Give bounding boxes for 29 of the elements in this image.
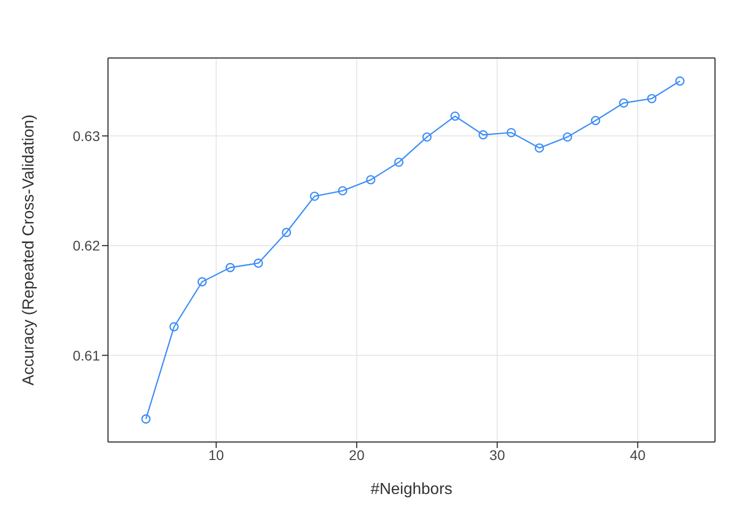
point	[422, 132, 432, 142]
point	[619, 98, 628, 108]
point	[282, 228, 292, 238]
x-tick-label: 40	[630, 446, 646, 463]
point	[478, 130, 488, 140]
x-tick-label: 20	[348, 446, 365, 463]
point	[226, 262, 235, 272]
y-tick-label: 0.62	[72, 238, 100, 254]
y-tick-label: 0.61	[72, 347, 100, 364]
point	[394, 158, 404, 167]
point	[647, 94, 656, 104]
x-tick-label: 30	[489, 446, 506, 463]
point	[338, 186, 348, 196]
point	[197, 277, 207, 286]
point	[534, 143, 544, 153]
x-tick-label: 10	[208, 446, 224, 463]
point	[366, 175, 376, 184]
point	[141, 414, 151, 424]
point	[310, 192, 320, 201]
point	[254, 258, 263, 268]
point	[675, 76, 685, 86]
x-axis-title: #Neighbors	[370, 481, 452, 498]
y-axis-title: Accuracy (Repeated Cross-Validation)	[20, 114, 38, 386]
point	[562, 132, 572, 142]
point	[450, 112, 460, 121]
point	[169, 322, 179, 332]
point	[506, 128, 516, 138]
point	[590, 116, 600, 126]
y-tick-label: 0.63	[72, 128, 100, 144]
